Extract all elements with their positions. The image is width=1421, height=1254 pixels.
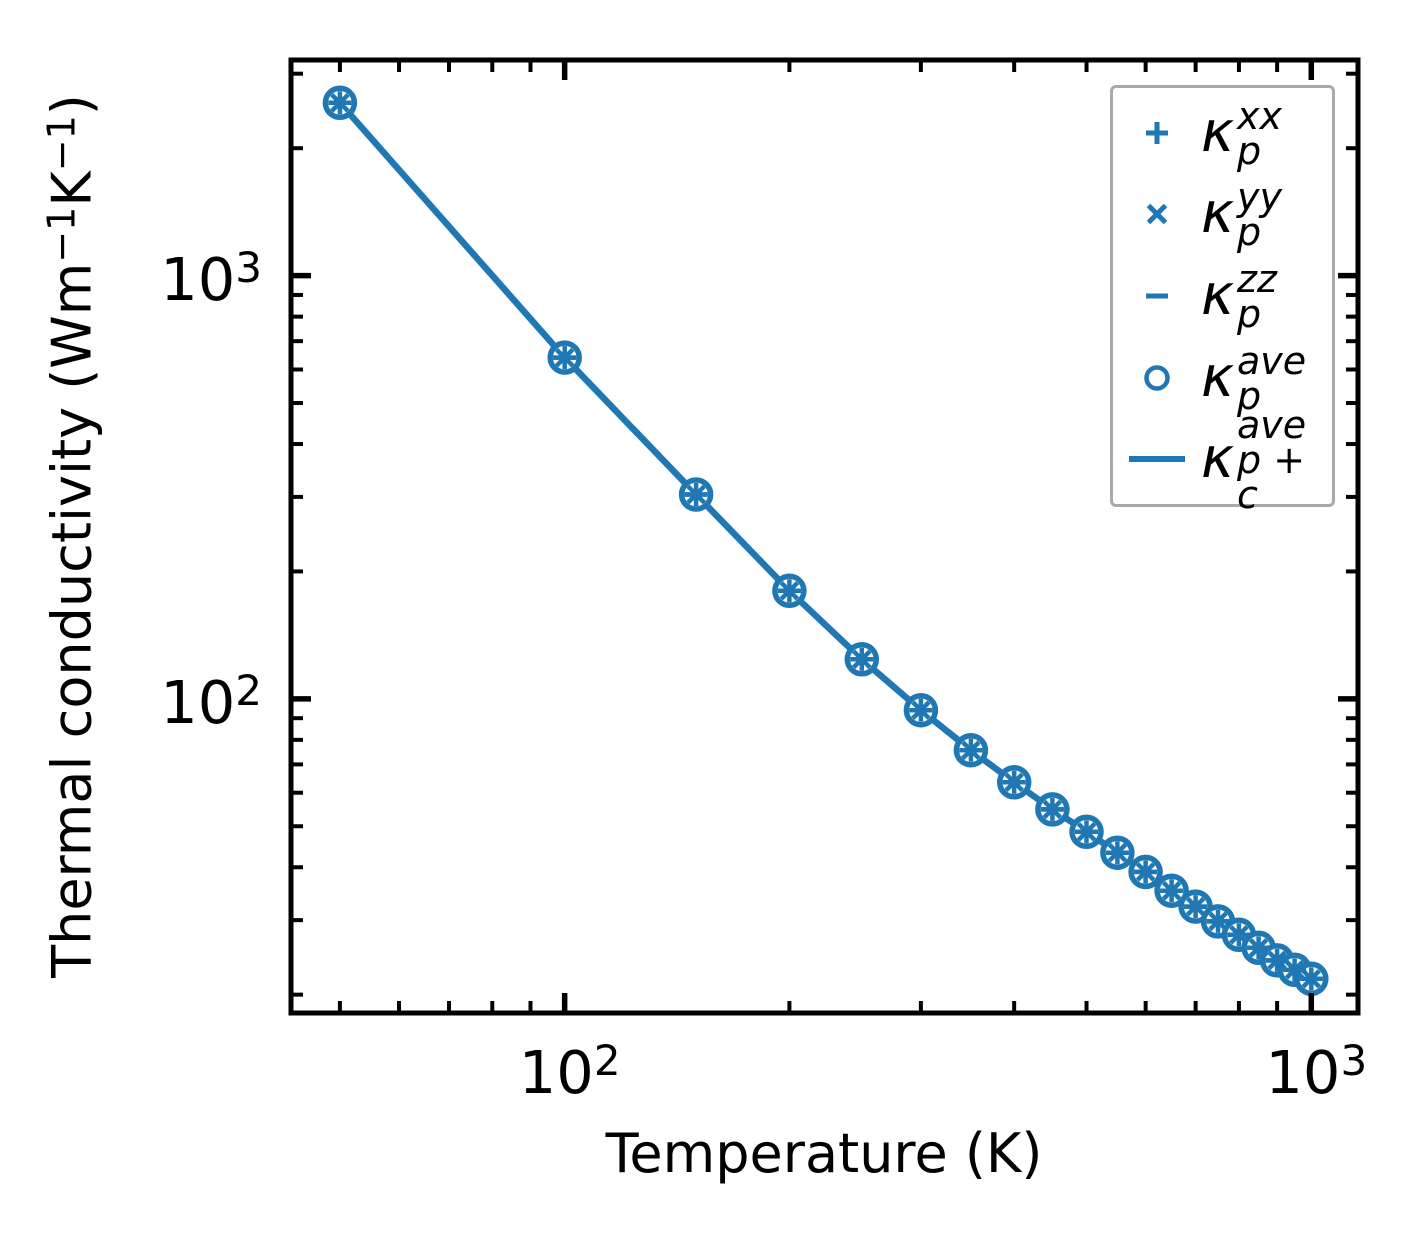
kappa-subscript: p	[1237, 210, 1262, 255]
x-axis-label: Temperature (K)	[605, 1122, 1043, 1185]
legend-marker-circle-icon	[1144, 364, 1170, 391]
x-tick-label-10e2: 102	[518, 1036, 621, 1107]
kappa-subscript: p + c	[1237, 437, 1306, 517]
legend-entry-kappa_p_plus_c_ave: κ ave p + c	[1113, 406, 1332, 514]
kappa-symbol: κ	[1201, 262, 1235, 328]
legend-icon-cell	[1113, 274, 1201, 318]
y-axis-label-suffix: )	[40, 94, 104, 116]
legend-entry-kappa_p_zz: κ zz p	[1113, 256, 1332, 336]
kappa-scripts: yy p	[1237, 175, 1282, 255]
y-axis-label-prefix: Thermal conductivity (Wm	[40, 262, 104, 978]
y-tick-label-10e3: 103	[160, 242, 262, 314]
legend-marker-plus-icon	[1146, 121, 1168, 144]
kappa-scripts: ave p + c	[1237, 402, 1332, 517]
legend-entry-kappa_p_ave: κ ave p	[1113, 338, 1332, 418]
legend-entry-kappa_p_xx: κ xx p	[1113, 93, 1332, 173]
legend-label: κ yy p	[1201, 175, 1282, 255]
kappa-superscript: yy	[1237, 175, 1282, 220]
y-axis-label-mid: K	[40, 171, 104, 207]
data-series	[322, 85, 1329, 997]
kappa-symbol: κ	[1201, 99, 1235, 165]
kappa-scripts: zz p	[1237, 257, 1277, 336]
kappa-subscript: p	[1237, 291, 1262, 336]
legend-glyph	[1144, 364, 1170, 391]
kappa-scripts: ave p	[1237, 338, 1307, 418]
legend-icon-cell	[1113, 111, 1201, 155]
y-tick-label-10e2: 102	[160, 665, 262, 737]
y-axis-label-sup2: −1	[39, 115, 84, 172]
plot-frame	[288, 57, 1361, 1016]
kappa-superscript: ave	[1237, 402, 1307, 447]
axis-ticks	[291, 60, 1358, 1013]
legend-entry-kappa_p_yy: κ yy p	[1113, 174, 1332, 254]
kappa-superscript: xx	[1237, 93, 1282, 138]
legend-icon-cell	[1113, 192, 1201, 236]
kappa-superscript: zz	[1237, 257, 1277, 302]
kappa-scripts: xx p	[1237, 93, 1282, 173]
legend-glyph	[1146, 204, 1168, 225]
legend-marker-x-icon	[1146, 204, 1168, 225]
legend-icon-cell	[1113, 356, 1201, 400]
legend-box: κ xx p κ yy p κ zz p κ ave p κ ave p + c	[1110, 85, 1335, 514]
kappa-symbol: κ	[1201, 181, 1235, 247]
kappa-superscript: ave	[1237, 338, 1307, 383]
kappa-symbol: κ	[1201, 426, 1235, 492]
kappa-subscript: p	[1237, 373, 1262, 418]
legend-label: κ xx p	[1201, 93, 1282, 173]
y-axis-label: Thermal conductivity (Wm−1K−1)	[39, 94, 104, 978]
legend-label: κ ave p + c	[1201, 402, 1332, 517]
kappa-subscript: p	[1237, 128, 1262, 173]
legend-marker-line-icon	[1129, 456, 1185, 463]
x-tick-label-10e3: 103	[1265, 1036, 1368, 1107]
y-axis-label-sup1: −1	[39, 206, 84, 263]
legend-marker-hline-icon	[1146, 293, 1168, 299]
legend-label: κ zz p	[1201, 257, 1277, 336]
kappa-symbol: κ	[1201, 344, 1235, 410]
legend-icon-cell	[1113, 437, 1201, 481]
legend-label: κ ave p	[1201, 338, 1307, 418]
